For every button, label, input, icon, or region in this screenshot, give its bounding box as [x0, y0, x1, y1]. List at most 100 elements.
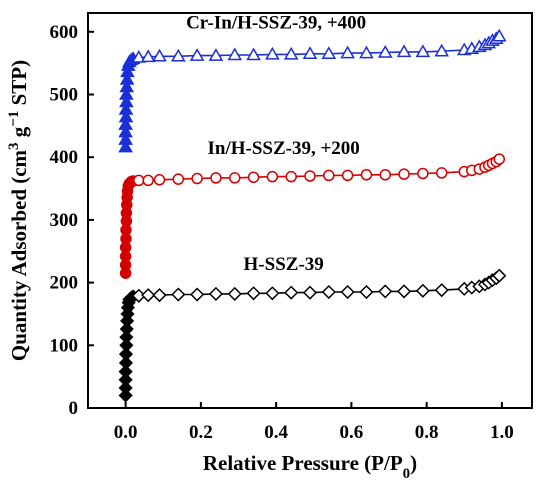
data-point: [378, 284, 393, 299]
data-point: [210, 172, 222, 184]
y-tick-label: 200: [50, 273, 79, 294]
data-point: [397, 284, 412, 299]
data-point: [341, 169, 354, 182]
data-point: [118, 102, 134, 115]
data-point: [228, 172, 241, 184]
x-axis-title-main: Relative Pressure (P/P: [203, 451, 403, 475]
data-point: [118, 132, 133, 145]
data-point: [304, 170, 316, 182]
data-point: [131, 50, 147, 63]
data-point: [171, 287, 186, 302]
data-point: [120, 64, 135, 78]
data-point: [190, 287, 205, 302]
data-point: [246, 286, 261, 301]
data-point: [118, 347, 134, 362]
data-point: [119, 71, 135, 85]
y-axis-title-main: Quantity Adsorbed (cm: [7, 149, 31, 361]
data-point: [119, 94, 134, 108]
data-point: [415, 44, 431, 58]
data-point: [283, 46, 299, 60]
data-point: [493, 153, 506, 165]
series-1: In/H-SSZ-39, +200: [119, 138, 506, 279]
series-2: Cr-In/H-SSZ-39, +400: [118, 13, 507, 153]
series-label: In/H-SSZ-39, +200: [208, 138, 360, 159]
y-axis-title-mid: g: [7, 126, 31, 142]
data-point: [133, 174, 145, 187]
axis-layer: 0.0 0.2 0.4 0.6 0.8 1.0 0 100 200 300 400 500 600: [50, 22, 514, 443]
data-point: [340, 284, 355, 300]
x-axis-title-subscript: 0: [403, 466, 411, 482]
data-point: [118, 355, 134, 370]
data-point: [396, 44, 412, 58]
data-point: [152, 48, 167, 62]
series-label: H-SSZ-39: [244, 254, 324, 275]
y-tick-label: 0: [69, 398, 79, 419]
series-layer: H-SSZ-39 In/H-SSZ-39, +200 Cr-In/H-SSZ-39,…: [118, 13, 507, 403]
data-point: [321, 46, 337, 60]
plot-frame: [87, 12, 533, 409]
data-point: [265, 286, 280, 301]
data-point: [140, 49, 156, 63]
data-point: [227, 47, 243, 61]
data-point: [119, 338, 134, 353]
data-point: [189, 48, 205, 61]
data-point: [340, 45, 355, 59]
data-point: [153, 174, 166, 186]
data-point: [398, 168, 410, 180]
x-tick-label: 0.6: [340, 422, 364, 443]
data-point: [359, 45, 374, 59]
data-point: [247, 171, 260, 184]
data-point: [118, 139, 133, 153]
data-point: [142, 174, 154, 187]
data-point: [191, 172, 203, 185]
series-label: Cr-In/H-SSZ-39, +400: [186, 13, 366, 34]
data-point: [118, 388, 133, 403]
data-point: [265, 46, 280, 60]
data-point: [118, 364, 133, 379]
data-point: [435, 167, 448, 179]
y-tick-label: 100: [50, 335, 79, 356]
data-point: [491, 28, 507, 42]
y-axis-title-end: STP): [7, 60, 31, 111]
data-point: [171, 48, 186, 62]
data-point: [360, 169, 373, 181]
data-point: [118, 372, 133, 387]
data-point: [227, 286, 242, 301]
data-point: [118, 124, 133, 138]
x-axis-title-close: ): [410, 451, 417, 475]
y-tick-label: 500: [50, 85, 79, 106]
data-point: [492, 268, 507, 283]
data-point: [208, 48, 224, 61]
x-tick-label: 0.4: [264, 422, 288, 443]
data-point: [415, 283, 430, 298]
data-point: [377, 44, 393, 58]
data-point: [359, 284, 374, 300]
data-point: [172, 173, 185, 185]
data-point: [208, 286, 223, 301]
x-axis-title: Relative Pressure (P/P0): [203, 451, 417, 482]
data-point: [266, 170, 279, 183]
data-point: [152, 288, 167, 303]
data-point: [119, 330, 134, 345]
y-tick-label: 400: [50, 147, 79, 168]
data-point: [434, 43, 449, 57]
series-0: H-SSZ-39: [118, 254, 507, 403]
y-axis-title: Quantity Adsorbed (cm3 g−1 STP): [6, 60, 31, 361]
data-point: [284, 285, 299, 300]
data-point: [141, 288, 156, 303]
data-point: [323, 169, 335, 182]
y-axis-title-superscript-2: −1: [6, 111, 22, 127]
data-point: [302, 285, 318, 300]
data-point: [119, 86, 134, 100]
data-point: [118, 109, 134, 123]
data-point: [434, 283, 449, 298]
data-point: [118, 117, 133, 130]
data-point: [379, 169, 392, 181]
y-tick-label: 600: [50, 22, 79, 43]
x-tick-label: 0.8: [415, 422, 439, 443]
data-point: [119, 321, 134, 337]
data-point: [246, 47, 261, 61]
data-point: [321, 284, 336, 300]
data-point: [118, 380, 133, 395]
